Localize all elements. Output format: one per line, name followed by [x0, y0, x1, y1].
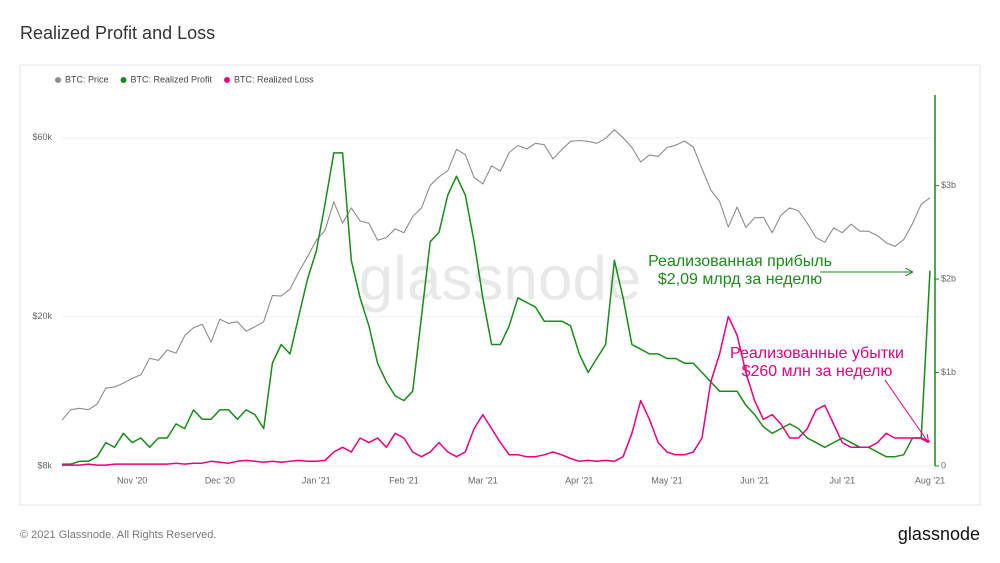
series-line [62, 152, 931, 465]
x-tick-label: May '21 [651, 475, 682, 485]
logo: glassnode [898, 524, 980, 544]
legend-swatch [224, 77, 231, 83]
annotation: Реализованные убытки [730, 345, 904, 362]
y2-tick-label: $2b [941, 273, 956, 283]
y-tick-label: $20k [32, 311, 52, 321]
chart-frame [19, 64, 981, 506]
y2-tick-label: $3b [941, 180, 956, 190]
annotation-arrow [884, 379, 928, 442]
annotation: $2,09 млрд за неделю [658, 271, 822, 288]
x-tick-label: Dec '20 [205, 475, 235, 485]
legend-label: BTC: Realized Profit [131, 74, 213, 84]
y2-tick-label: $1b [941, 367, 956, 377]
series-line [62, 315, 931, 466]
y-tick-label: $8k [37, 460, 52, 470]
x-tick-label: Aug '21 [915, 475, 945, 485]
y2-tick-label: 0 [941, 460, 946, 470]
legend-label: BTC: Realized Loss [234, 74, 314, 84]
chart-title: Realized Profit and Loss [20, 23, 215, 43]
x-tick-label: Feb '21 [389, 475, 419, 485]
series-line [61, 129, 931, 421]
copyright: © 2021 Glassnode. All Rights Reserved. [20, 529, 216, 541]
x-tick-label: Jan '21 [302, 475, 331, 485]
annotation: Реализованная прибыль [648, 253, 832, 270]
legend-label: BTC: Price [65, 74, 109, 84]
x-tick-label: Nov '20 [117, 475, 147, 485]
annotation: $260 млн за неделю [742, 363, 893, 380]
x-tick-label: Jul '21 [829, 475, 855, 485]
x-tick-label: Apr '21 [565, 475, 593, 485]
x-tick-label: Mar '21 [468, 475, 498, 485]
legend-swatch [120, 77, 127, 83]
watermark: glassnode [359, 244, 642, 313]
x-tick-label: Jun '21 [740, 475, 769, 485]
y-tick-label: $60k [32, 132, 52, 142]
legend-swatch [55, 77, 61, 83]
